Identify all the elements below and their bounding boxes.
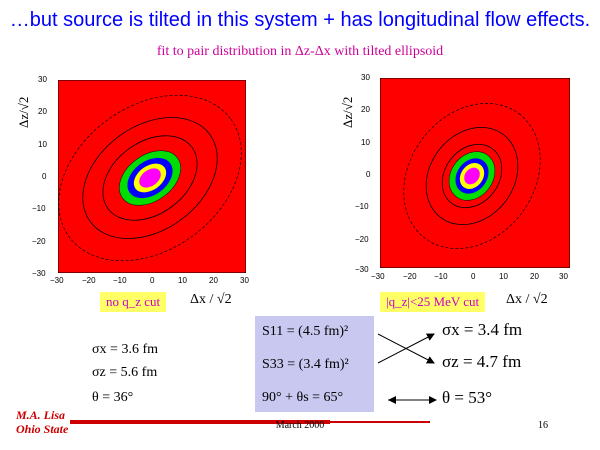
left-theta: θ = 36° <box>92 390 134 405</box>
left-x-tick: −10 <box>113 276 127 285</box>
subtitle-text: fit to pair distribution in Δz-Δx with t… <box>156 44 444 59</box>
right-x-tick: −10 <box>434 272 448 281</box>
footer-rule-fade <box>330 421 430 423</box>
left-x-tick: −20 <box>82 276 96 285</box>
footer-author: M.A. Lisa Ohio State <box>16 408 68 436</box>
relation-arrows <box>377 333 437 404</box>
left-plot-x-label: Δx / √2 <box>190 292 232 307</box>
right-plot-y-label: Δz/√2 <box>340 96 355 128</box>
fit-s33: S33 = (3.4 fm)² <box>262 357 349 372</box>
right-y-tick: −30 <box>355 265 369 274</box>
left-contour-plot <box>58 80 246 273</box>
right-y-tick: −10 <box>355 202 369 211</box>
right-magenta-level <box>464 167 480 185</box>
left-x-tick: 10 <box>178 276 187 285</box>
left-y-tick: 10 <box>38 140 47 149</box>
fit-parameters-box <box>255 316 374 412</box>
author-name: M.A. Lisa <box>16 408 66 422</box>
author-affiliation: Ohio State <box>16 422 69 436</box>
footer-rule <box>70 420 330 424</box>
left-y-tick: −10 <box>32 204 46 213</box>
left-y-tick: −20 <box>32 237 46 246</box>
left-x-tick: 20 <box>209 276 218 285</box>
right-x-tick: 30 <box>559 272 568 281</box>
page-number: 16 <box>538 420 548 431</box>
slide-title: …but source is tilted in this system + h… <box>9 9 591 31</box>
left-magenta-level <box>139 168 161 188</box>
left-y-tick: 30 <box>38 75 47 84</box>
right-y-tick: −20 <box>355 235 369 244</box>
right-y-tick: 30 <box>361 73 370 82</box>
left-y-tick: −30 <box>32 269 46 278</box>
right-y-tick: 0 <box>366 170 371 179</box>
slide-subtitle: fit to pair distribution in Δz-Δx with t… <box>0 44 600 60</box>
right-x-tick: −30 <box>371 272 385 281</box>
right-cut-label: |q_z|<25 MeV cut <box>380 292 486 312</box>
left-x-tick: 30 <box>240 276 249 285</box>
left-plot-y-label: Δz/√2 <box>16 96 31 128</box>
left-sigma-x: σx = 3.6 fm <box>92 342 158 357</box>
fit-angle: 90° + θs = 65° <box>262 390 344 405</box>
arrow-s33-to-sigma-x <box>377 333 435 364</box>
fit-s11: S11 = (4.5 fm)² <box>262 324 349 339</box>
right-contour-plot <box>380 78 570 268</box>
right-y-tick: 10 <box>361 138 370 147</box>
left-sigma-z: σz = 5.6 fm <box>92 365 158 380</box>
left-cut-label: no q_z cut <box>100 292 167 312</box>
left-y-tick: 0 <box>42 172 47 181</box>
left-y-tick: 20 <box>38 107 47 116</box>
right-sigma-z: σz = 4.7 fm <box>442 352 522 371</box>
right-y-tick: 20 <box>361 105 370 114</box>
left-x-tick: 0 <box>150 276 155 285</box>
right-plot-x-label: Δx / √2 <box>506 292 548 307</box>
left-contours <box>58 94 242 262</box>
left-x-tick: −30 <box>50 276 64 285</box>
right-theta: θ = 53° <box>442 388 493 407</box>
right-sigma-x: σx = 3.4 fm <box>442 320 523 339</box>
footer-date: March 2000 <box>275 420 325 431</box>
right-x-tick: 20 <box>530 272 539 281</box>
right-x-tick: 10 <box>499 272 508 281</box>
right-contours <box>403 103 541 249</box>
right-x-tick: −20 <box>403 272 417 281</box>
right-x-tick: 0 <box>471 272 476 281</box>
